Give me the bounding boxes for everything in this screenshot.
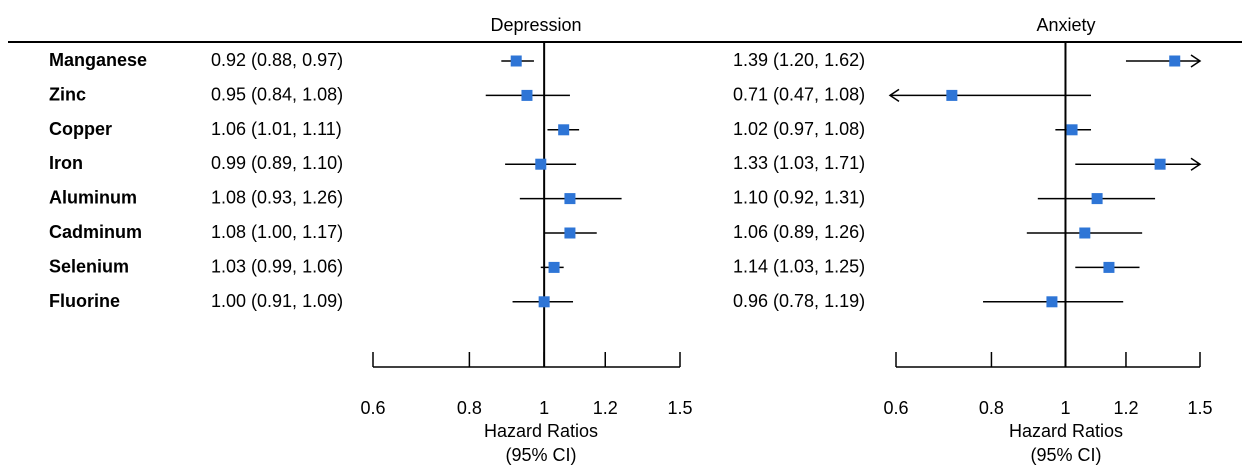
row-label-copper: Copper — [49, 119, 112, 139]
depression-estimate-marker-fluorine — [538, 296, 550, 308]
depression-ci-text-fluorine: 1.00 (0.91, 1.09) — [211, 291, 343, 311]
depression-ci-text-zinc: 0.95 (0.84, 1.08) — [211, 84, 343, 104]
depression-tick-label: 1 — [539, 398, 549, 418]
anxiety-ci-text-zinc: 0.71 (0.47, 1.08) — [733, 84, 865, 104]
panel-title-depression: Depression — [490, 15, 581, 35]
row-label-cadminum: Cadminum — [49, 222, 142, 242]
anxiety-axis-title-line1: Hazard Ratios — [1009, 421, 1123, 441]
anxiety-estimate-marker-fluorine — [1046, 296, 1058, 308]
anxiety-panel: 0.6 0.8 1 1.2 1.5 1.39 (1.20, 1.62) 0.71 (0.47… — [733, 42, 1213, 418]
anxiety-ci-text-cadminum: 1.06 (0.89, 1.26) — [733, 222, 865, 242]
anxiety-estimate-marker-selenium — [1103, 261, 1115, 273]
anxiety-estimate-marker-iron — [1154, 158, 1166, 170]
depression-tick-label: 1.5 — [667, 398, 692, 418]
depression-estimate-marker-zinc — [521, 89, 533, 101]
depression-estimate-marker-aluminum — [564, 193, 576, 205]
anxiety-ci-text-manganese: 1.39 (1.20, 1.62) — [733, 50, 865, 70]
row-label-fluorine: Fluorine — [49, 291, 120, 311]
anxiety-ci-arrow-manganese — [1190, 54, 1202, 68]
anxiety-ci-text-aluminum: 1.10 (0.92, 1.31) — [733, 188, 865, 208]
anxiety-axis-title-line2: (95% CI) — [1030, 445, 1101, 465]
depression-ci-text-selenium: 1.03 (0.99, 1.06) — [211, 256, 343, 276]
anxiety-estimate-marker-manganese — [1169, 55, 1181, 67]
anxiety-ci-text-fluorine: 0.96 (0.78, 1.19) — [733, 291, 865, 311]
depression-ci-text-copper: 1.06 (1.01, 1.11) — [211, 119, 342, 139]
anxiety-estimate-marker-cadminum — [1079, 227, 1091, 239]
depression-estimate-marker-manganese — [510, 55, 522, 67]
anxiety-ci-text-copper: 1.02 (0.97, 1.08) — [733, 119, 865, 139]
depression-axis-title-line1: Hazard Ratios — [484, 421, 598, 441]
depression-panel: 0.6 0.8 1 1.2 1.5 0.92 (0.88, 0.97) 0.95 (0.84… — [211, 42, 693, 418]
depression-estimate-marker-selenium — [548, 261, 560, 273]
row-label-selenium: Selenium — [49, 256, 129, 276]
depression-ci-text-iron: 0.99 (0.89, 1.10) — [211, 153, 343, 173]
depression-ci-text-cadminum: 1.08 (1.00, 1.17) — [211, 222, 343, 242]
row-label-iron: Iron — [49, 153, 83, 173]
anxiety-estimate-marker-aluminum — [1091, 193, 1103, 205]
depression-estimate-marker-iron — [535, 158, 547, 170]
depression-tick-label: 1.2 — [593, 398, 618, 418]
anxiety-tick-label: 1 — [1060, 398, 1070, 418]
row-label-manganese: Manganese — [49, 50, 147, 70]
anxiety-ci-arrow-zinc — [888, 88, 900, 103]
anxiety-tick-label: 0.6 — [883, 398, 908, 418]
anxiety-ci-text-iron: 1.33 (1.03, 1.71) — [733, 153, 865, 173]
anxiety-tick-label: 0.8 — [979, 398, 1004, 418]
depression-estimate-marker-copper — [558, 124, 570, 136]
anxiety-tick-label: 1.2 — [1113, 398, 1138, 418]
anxiety-estimate-marker-zinc — [946, 89, 958, 101]
depression-axis-title-line2: (95% CI) — [505, 445, 576, 465]
row-labels: Manganese Zinc Copper Iron Aluminum Cadminum S… — [49, 50, 147, 311]
depression-ci-text-manganese: 0.92 (0.88, 0.97) — [211, 50, 343, 70]
anxiety-estimate-marker-copper — [1066, 124, 1078, 136]
depression-tick-label: 0.8 — [457, 398, 482, 418]
depression-tick-label: 0.6 — [360, 398, 385, 418]
anxiety-tick-label: 1.5 — [1187, 398, 1212, 418]
row-label-aluminum: Aluminum — [49, 188, 137, 208]
anxiety-ci-text-selenium: 1.14 (1.03, 1.25) — [733, 256, 865, 276]
depression-estimate-marker-cadminum — [564, 227, 576, 239]
anxiety-ci-arrow-iron — [1190, 157, 1202, 171]
depression-ci-text-aluminum: 1.08 (0.93, 1.26) — [211, 188, 343, 208]
panel-title-anxiety: Anxiety — [1036, 15, 1095, 35]
row-label-zinc: Zinc — [49, 84, 86, 104]
